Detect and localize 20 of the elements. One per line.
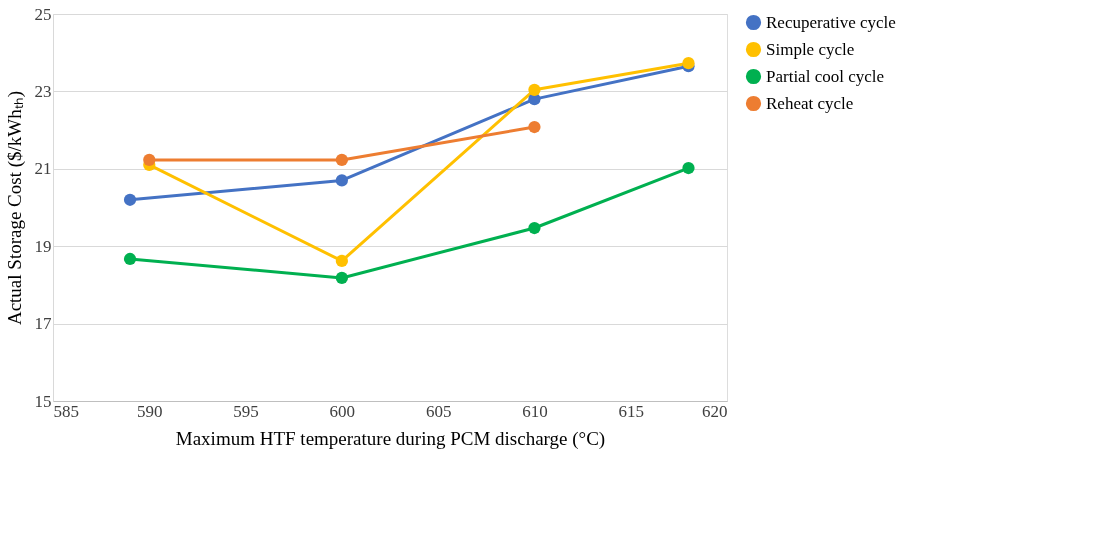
x-tick-label: 585 xyxy=(53,401,79,421)
y-tick-label: 23 xyxy=(34,81,52,101)
y-tick-label: 15 xyxy=(34,391,52,411)
x-tick-label: 590 xyxy=(137,401,163,421)
legend-label: Reheat cycle xyxy=(766,93,854,113)
x-tick-label: 620 xyxy=(702,401,728,421)
y-tick-label: 19 xyxy=(34,236,52,256)
x-tick-label: 610 xyxy=(522,401,548,421)
x-tick-label: 615 xyxy=(618,401,644,421)
legend-label: Simple cycle xyxy=(766,39,855,59)
x-tick-label: 600 xyxy=(329,401,356,421)
x-tick-label: 595 xyxy=(233,401,259,421)
legend-label: Partial cool cycle xyxy=(766,66,885,86)
legend-label: Recuperative cycle xyxy=(766,12,896,32)
y-tick-label: 17 xyxy=(34,314,52,334)
x-tick-label: 605 xyxy=(425,401,452,421)
y-axis-title: Actual Storage Cost ($/kWhₜₕ) xyxy=(3,90,26,326)
y-tick-label: 25 xyxy=(34,4,52,24)
x-axis-title: Maximum HTF temperature during PCM discharge (°C) xyxy=(175,427,606,450)
y-tick-label: 21 xyxy=(34,159,52,179)
